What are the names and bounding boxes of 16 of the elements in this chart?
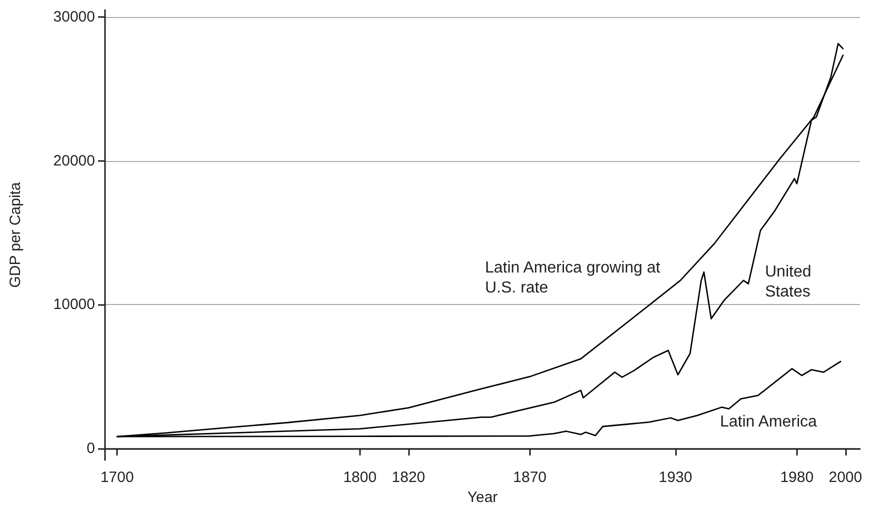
x-tick-label: 1870 (513, 469, 547, 486)
x-axis-title: Year (467, 488, 498, 506)
y-tick-label: 10000 (53, 296, 95, 314)
series-label: Latin America (720, 414, 818, 430)
x-tick-label: 1930 (658, 469, 692, 486)
x-tick-label: 1800 (343, 469, 377, 486)
series-label: United States (765, 264, 816, 300)
x-tick-label: 1980 (780, 469, 814, 486)
x-tick-label: 2000 (828, 469, 862, 486)
y-axis-title: GDP per Capita (7, 182, 24, 288)
y-tick-label: 30000 (53, 8, 95, 26)
x-tick-label: 1820 (392, 469, 426, 486)
series-label: Latin America growing at U.S. rate (485, 260, 665, 296)
y-tick-label: 20000 (53, 152, 95, 170)
y-tick-label: 0 (86, 440, 95, 457)
x-tick-label: 1700 (100, 469, 134, 486)
